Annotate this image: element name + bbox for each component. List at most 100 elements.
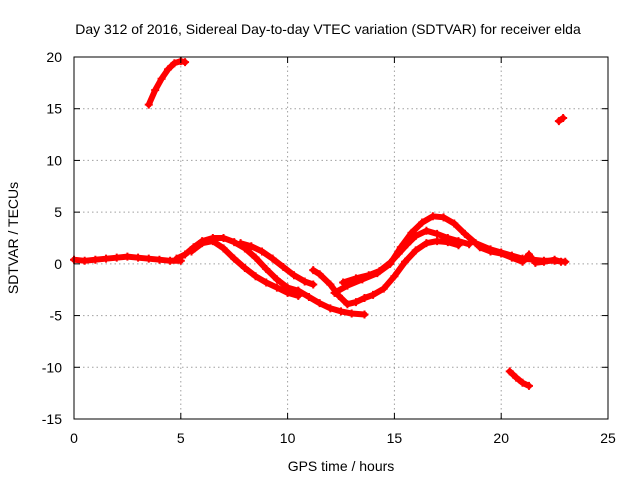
data-point [360,293,369,302]
data-point [134,253,143,262]
data-point [360,310,369,319]
data-point [144,254,153,263]
data-point [411,246,420,255]
data-point [369,290,378,299]
data-point [407,228,416,237]
y-tick-label: 15 [46,101,62,117]
data-point [554,117,563,126]
y-tick-label: 20 [46,49,62,65]
data-point [240,263,249,272]
y-tick-label: 0 [54,256,62,272]
data-point [559,114,568,123]
data-point [80,256,89,265]
data-point [550,255,559,264]
series-dip-a [309,237,463,309]
data-point [497,249,506,258]
series-dip-b [294,286,369,319]
data-point [418,218,427,227]
data-point [304,292,313,301]
x-tick-label: 5 [177,430,185,446]
data-point [422,226,431,235]
data-point [170,59,179,68]
data-point [443,234,452,242]
y-tick-label: -5 [50,308,63,324]
data-point [326,304,335,313]
data-point [343,300,352,309]
data-point [163,65,172,74]
data-point [433,237,442,246]
data-point [251,253,260,262]
data-point [450,219,459,228]
axis-ticks: 0 5 10 15 20 25 -15 -10 -5 0 5 10 15 20 [42,49,616,446]
chart-title: Day 312 of 2016, Sidereal Day-to-day VTE… [75,21,581,37]
series-late-noise [475,243,566,267]
data-point [539,257,548,266]
data-point [401,257,410,266]
data-series [70,57,570,390]
data-point [290,271,299,280]
data-point [247,242,256,251]
data-point [230,238,239,247]
data-point [300,277,309,286]
plot-frame [73,56,609,420]
data-point [309,266,318,275]
series-trace [145,58,189,108]
series-arc-high [144,57,190,109]
data-point [505,367,514,376]
x-tick-label: 20 [493,430,509,446]
y-axis-label: SDTVAR / TECUs [5,182,21,294]
data-point [337,307,345,316]
data-point [181,250,190,259]
data-point [507,253,516,262]
data-point [358,275,367,284]
data-point [123,252,132,261]
data-point [379,284,388,293]
data-point [272,275,281,284]
data-point [315,299,324,308]
y-tick-label: 5 [54,204,62,220]
x-tick-label: 15 [387,430,403,446]
data-point [486,247,495,256]
data-point [315,270,324,279]
data-point [294,286,303,295]
data-point [144,100,153,109]
data-point [309,280,318,289]
data-point [262,278,271,287]
grid-lines [74,57,608,419]
data-point [475,243,484,252]
data-point [351,298,360,307]
series-trace [506,368,532,389]
data-point [155,255,164,264]
data-point [279,262,288,271]
data-point [219,244,228,253]
x-tick-label: 10 [280,430,296,446]
series-trace [476,244,564,266]
data-point [283,288,292,297]
series-late-low [505,367,533,390]
data-point [433,229,442,238]
series-baseline-early [70,252,185,265]
data-point [396,243,405,252]
data-point [330,288,339,297]
data-point [518,257,527,266]
data-point [439,213,448,222]
y-tick-label: 10 [46,152,62,168]
data-point [557,257,566,266]
x-tick-label: 0 [70,430,78,446]
data-point [251,272,260,281]
data-point [230,254,239,263]
data-point [102,254,111,263]
y-tick-label: -15 [42,411,62,427]
x-tick-label: 25 [600,430,616,446]
data-point [524,250,533,259]
data-point [187,247,196,256]
data-point [112,253,121,262]
data-point [172,254,181,263]
data-point [181,58,190,67]
data-point [454,237,463,246]
series-morning-b [187,237,303,300]
data-point [272,283,281,292]
data-point [471,239,480,248]
data-point [428,212,437,221]
